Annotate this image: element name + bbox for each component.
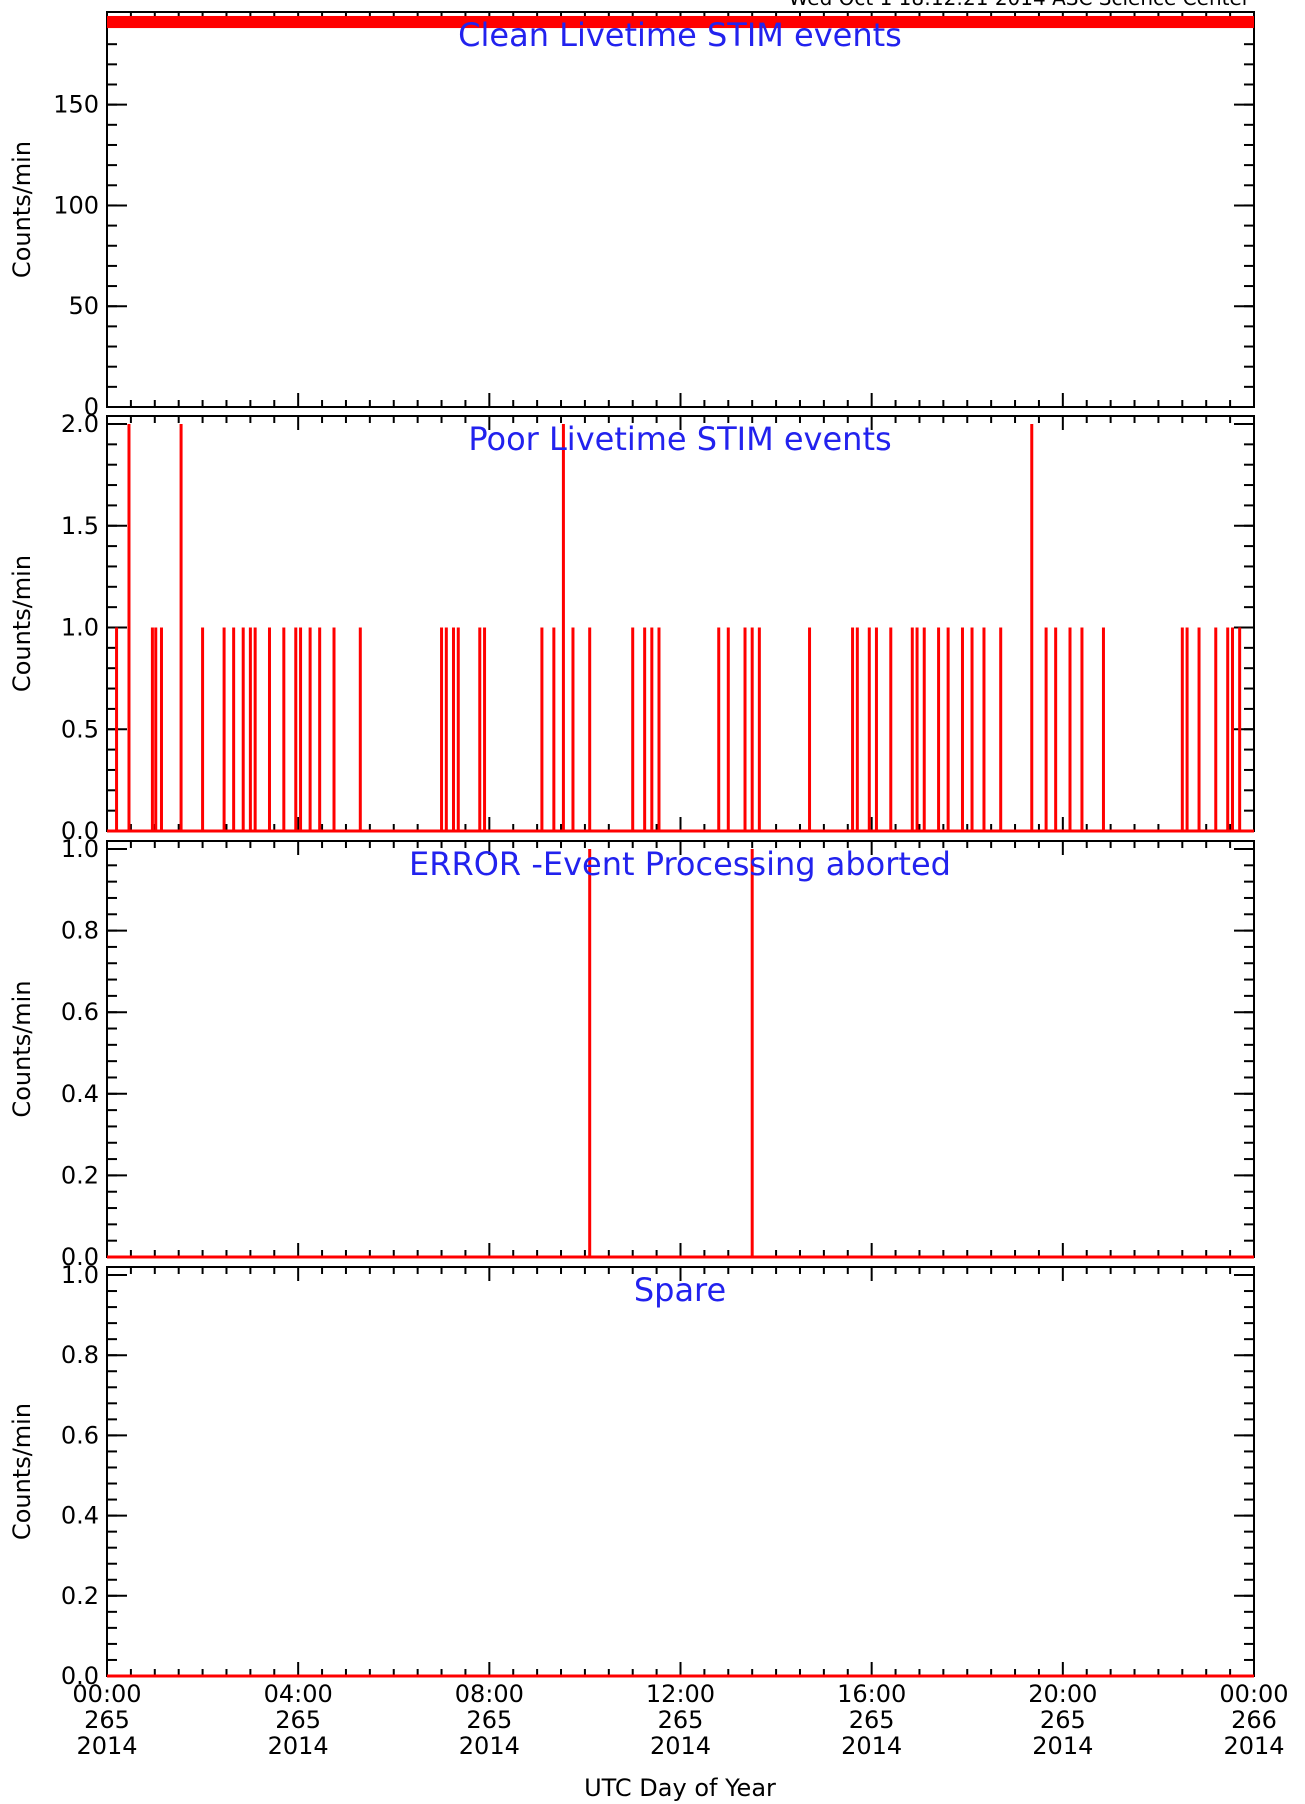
panel-title: Poor Livetime STIM events [468, 420, 891, 458]
y-tick-label: 1.0 [61, 614, 99, 642]
chart-panel-3: 0.0 0.2 0.4 0.6 0.8 1.0 Counts/min ERROR -Event… [8, 835, 1255, 1271]
x-tick-label: 266 [1231, 1706, 1277, 1734]
y-axis-label: Counts/min [8, 555, 36, 692]
x-tick-label: 2014 [268, 1732, 329, 1760]
y-tick-label: 150 [53, 91, 99, 119]
chart-panel-2: 0.0 0.5 1.0 1.5 2.0 Counts/min Poor Livetime S… [8, 410, 1255, 845]
y-axis-label: Counts/min [8, 141, 36, 278]
x-tick-label: 265 [1040, 1706, 1086, 1734]
x-tick-label: 2014 [1032, 1732, 1093, 1760]
chart-panel-1: 0 50 100 150 Counts/min Clean Livetime STIM e… [8, 11, 1255, 421]
y-tick-label: 0.6 [61, 998, 99, 1026]
x-tick-label: 2014 [1223, 1732, 1284, 1760]
x-tick-label: 265 [466, 1706, 512, 1734]
x-tick-label: 00:00 [72, 1680, 141, 1708]
y-tick-label: 0.6 [61, 1421, 99, 1449]
y-axis-label: Counts/min [8, 980, 36, 1117]
chart-panel-4: 0.0 0.2 0.4 0.6 0.8 1.0 Counts/min Spare [8, 1261, 1255, 1690]
y-axis-label: Counts/min [8, 1403, 36, 1540]
x-tick-label: 265 [658, 1706, 704, 1734]
y-tick-label: 0.0 [61, 1243, 99, 1271]
panel-title: Clean Livetime STIM events [458, 16, 902, 54]
y-tick-label: 1.0 [61, 835, 99, 863]
x-axis-label: UTC Day of Year [584, 1774, 776, 1802]
header-timestamp: Wed Oct 1 18:12:21 2014 ASC Science Cent… [789, 0, 1251, 10]
y-tick-label: 0.4 [61, 1502, 99, 1530]
x-tick-label: 2014 [650, 1732, 711, 1760]
x-tick-label: 08:00 [455, 1680, 524, 1708]
y-tick-label: 0.2 [61, 1161, 99, 1189]
y-tick-label: 0 [84, 393, 99, 421]
x-axis-tick-labels: 00:00265201404:00265201408:00265201412:0… [72, 1680, 1288, 1760]
y-tick-label: 0.0 [61, 1662, 99, 1690]
y-tick-label: 1.5 [61, 512, 99, 540]
y-tick-label: 0.2 [61, 1582, 99, 1610]
x-tick-label: 20:00 [1028, 1680, 1097, 1708]
x-tick-label: 00:00 [1219, 1680, 1288, 1708]
x-tick-label: 265 [849, 1706, 895, 1734]
y-tick-label: 0.0 [61, 817, 99, 845]
chart-panels: 0 50 100 150 Counts/min Clean Livetime STIM e… [8, 11, 1255, 1690]
y-tick-label: 1.0 [61, 1261, 99, 1289]
x-tick-label: 2014 [459, 1732, 520, 1760]
x-tick-label: 2014 [76, 1732, 137, 1760]
y-tick-label: 0.4 [61, 1080, 99, 1108]
y-tick-label: 100 [53, 191, 99, 219]
y-tick-label: 2.0 [61, 410, 99, 438]
x-tick-label: 265 [84, 1706, 130, 1734]
x-tick-label: 04:00 [264, 1680, 333, 1708]
y-tick-label: 0.5 [61, 715, 99, 743]
x-tick-label: 12:00 [646, 1680, 715, 1708]
x-tick-label: 2014 [841, 1732, 902, 1760]
panel-title: ERROR -Event Processing aborted [409, 845, 951, 883]
y-tick-label: 50 [68, 292, 99, 320]
x-tick-label: 16:00 [837, 1680, 906, 1708]
x-tick-label: 265 [275, 1706, 321, 1734]
panel-title: Spare [634, 1271, 726, 1309]
y-tick-label: 0.8 [61, 917, 99, 945]
y-tick-label: 0.8 [61, 1341, 99, 1369]
